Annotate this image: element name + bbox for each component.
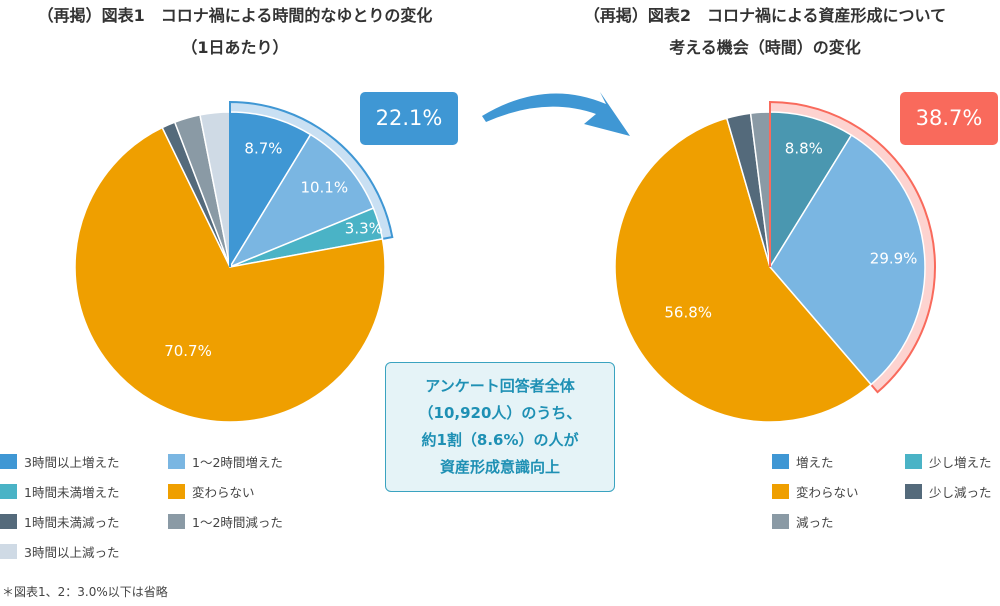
legend-item: 3時間以上減った <box>0 542 119 561</box>
chart2-title: （再掲）図表2 コロナ禍による資産形成について 考える機会（時間）の変化 <box>530 0 1000 64</box>
footnote: ＊図表1、2：3.0%以下は省略 <box>2 585 168 599</box>
callout-line: 資産形成意識向上 <box>439 458 560 476</box>
chart1-subtitle: （1日あたり） <box>181 38 289 57</box>
legend-label: 変わらない <box>192 485 255 500</box>
legend-item: 1時間未満減った <box>0 512 119 531</box>
callout-box: アンケート回答者全体 （10,920人）のうち、 約1割（8.6%）の人が 資産… <box>385 362 615 492</box>
legend-item: 1〜2時間減った <box>168 512 283 531</box>
pie-slice <box>769 111 853 270</box>
slice-label: 8.7% <box>244 140 282 158</box>
slice-label: 10.1% <box>300 178 348 196</box>
legend-item: 変わらない <box>168 482 255 501</box>
legend-swatch <box>168 484 185 499</box>
legend-item: 1〜2時間増えた <box>168 452 283 471</box>
legend-item: 減った <box>772 512 834 531</box>
legend-swatch <box>0 544 17 559</box>
pie-slice <box>614 117 873 423</box>
chart1-title-line: （再掲）図表1 コロナ禍による時間的なゆとりの変化 <box>37 6 433 25</box>
legend-swatch <box>772 454 789 469</box>
legend-label: 1〜2時間減った <box>192 515 283 530</box>
chart2-title-line: （再掲）図表2 コロナ禍による資産形成について <box>583 6 947 25</box>
pie-slice <box>74 126 386 423</box>
legend-label: 1時間未満減った <box>24 515 120 530</box>
slice-label: 8.8% <box>785 140 823 158</box>
callout-line: 約1割（8.6%）の人が <box>421 431 579 449</box>
legend-swatch <box>168 514 185 529</box>
chart2-subtitle: 考える機会（時間）の変化 <box>669 38 861 57</box>
legend-label: 少し減った <box>929 485 992 500</box>
legend-label: 少し増えた <box>929 455 992 470</box>
legend-label: 1時間未満増えた <box>24 485 120 500</box>
legend-swatch <box>905 484 922 499</box>
legend-item: 少し増えた <box>905 452 992 471</box>
pie-slice <box>229 111 312 270</box>
legend-swatch <box>772 514 789 529</box>
legend-swatch <box>0 514 17 529</box>
slice-label: 56.8% <box>664 303 712 321</box>
legend-item: 1時間未満増えた <box>0 482 119 501</box>
legend-swatch <box>0 484 17 499</box>
legend-label: 増えた <box>796 455 834 470</box>
chart2-total-badge: 38.7% <box>900 92 998 145</box>
legend-item: 少し減った <box>905 482 992 501</box>
callout-line: アンケート回答者全体 <box>425 377 575 395</box>
arrow-icon <box>482 92 630 136</box>
legend-label: 減った <box>796 515 834 530</box>
legend-label: 1〜2時間増えた <box>192 455 283 470</box>
legend-swatch <box>0 454 17 469</box>
chart1-total-badge: 22.1% <box>360 92 458 145</box>
pie-slice <box>769 134 926 386</box>
legend-swatch <box>905 454 922 469</box>
legend-label: 3時間以上増えた <box>24 455 120 470</box>
slice-label: 29.9% <box>870 249 918 267</box>
legend-item: 増えた <box>772 452 834 471</box>
legend-swatch <box>772 484 789 499</box>
legend-label: 3時間以上減った <box>24 545 120 560</box>
slice-label: 3.3% <box>345 220 383 238</box>
legend-item: 3時間以上増えた <box>0 452 119 471</box>
pie-slice <box>228 133 375 269</box>
chart1-title: （再掲）図表1 コロナ禍による時間的なゆとりの変化 （1日あたり） <box>0 0 470 64</box>
callout-line: （10,920人）のうち、 <box>418 404 582 422</box>
legend-item: 変わらない <box>772 482 859 501</box>
legend-label: 変わらない <box>796 485 859 500</box>
legend-swatch <box>168 454 185 469</box>
slice-label: 70.7% <box>164 342 212 360</box>
